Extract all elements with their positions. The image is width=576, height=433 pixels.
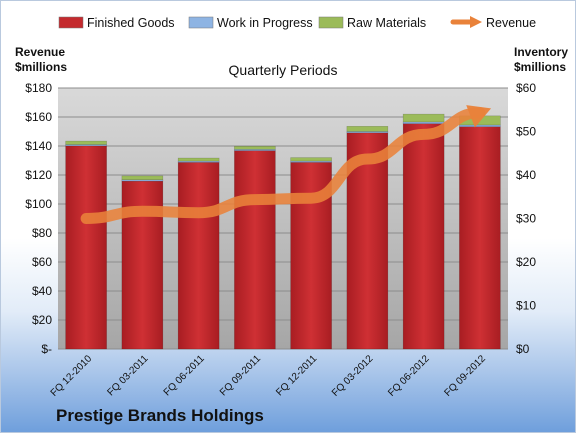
bar-raw-materials — [290, 157, 332, 162]
bar-work-in-progress — [402, 121, 445, 124]
bar-raw-materials — [234, 146, 276, 150]
legend-label: Finished Goods — [87, 16, 175, 30]
bar-finished-goods — [65, 145, 107, 350]
bar-work-in-progress — [121, 179, 164, 182]
legend: Finished Goods Work in Progress Raw Materi… — [58, 16, 536, 30]
legend-label: Revenue — [486, 16, 536, 30]
left-tick-label: $20 — [32, 313, 52, 327]
x-tick-label: FQ 03-2011 — [106, 353, 151, 398]
right-tick-label: $60 — [516, 81, 536, 95]
bar-finished-goods — [459, 126, 501, 350]
bar-raw-materials — [346, 126, 389, 132]
company-name: Prestige Brands Holdings — [56, 406, 264, 425]
chart-subtitle: Quarterly Periods — [229, 62, 338, 78]
bar-finished-goods — [234, 150, 276, 350]
right-tick-label: $0 — [516, 342, 530, 356]
legend-swatch-2 — [318, 16, 344, 29]
x-tick-label: FQ 09-2011 — [218, 353, 263, 398]
left-tick-label: $100 — [25, 197, 52, 211]
chart-titles: Revenue$millionsInventory$millionsQuarte… — [15, 45, 568, 78]
revenue-line — [80, 105, 492, 224]
x-tick-label: FQ 06-2011 — [162, 353, 207, 398]
left-axis: $- $20 $40 $60 $80 $100 $120 $140 $160 $180 — [25, 81, 52, 356]
right-axis: $0 $10 $20 $30 $40 $50 $60 — [516, 81, 536, 356]
x-tick-label: FQ 06-2012 — [386, 353, 432, 399]
right-tick-label: $20 — [516, 255, 536, 269]
revenue-arrowhead — [466, 105, 492, 128]
left-tick-label: $140 — [25, 139, 52, 153]
right-tick-label: $50 — [516, 125, 536, 139]
right-tick-label: $40 — [516, 168, 536, 182]
legend-label: Raw Materials — [347, 16, 426, 30]
legend-revenue-arrow — [470, 16, 482, 28]
legend-label: Work in Progress — [217, 16, 313, 30]
x-tick-label: FQ 09-2012 — [442, 353, 488, 399]
left-axis-title: Revenue — [15, 45, 65, 59]
bar-work-in-progress — [459, 124, 501, 127]
bar-raw-materials — [402, 113, 445, 123]
right-axis-title: Inventory — [514, 45, 568, 59]
x-tick-label: FQ 12-2011 — [274, 353, 319, 398]
bar-finished-goods — [402, 123, 445, 350]
left-tick-label: $40 — [32, 284, 52, 298]
left-tick-label: $120 — [25, 168, 52, 182]
left-tick-label: $60 — [32, 255, 52, 269]
legend-swatch-1 — [188, 16, 214, 29]
left-tick-label: $180 — [25, 81, 52, 95]
left-tick-label: $160 — [25, 110, 52, 124]
left-tick-label: $80 — [32, 226, 52, 240]
x-tick-label: FQ 12-2010 — [49, 353, 95, 399]
bar-raw-materials — [121, 175, 164, 181]
bar-raw-materials — [177, 157, 220, 162]
left-axis-unit: $millions — [15, 60, 67, 74]
bar-finished-goods — [177, 162, 220, 350]
bar-raw-materials — [65, 140, 107, 145]
left-tick-label: $- — [41, 342, 52, 356]
x-axis: FQ 12-2010 FQ 03-2011 FQ 06-2011 FQ 09-2011… — [49, 353, 489, 399]
x-tick-label: FQ 03-2012 — [330, 353, 376, 399]
right-tick-label: $10 — [516, 299, 536, 313]
bar-work-in-progress — [234, 149, 276, 151]
right-tick-label: $30 — [516, 212, 536, 226]
legend-swatch-0 — [58, 16, 84, 29]
right-axis-unit: $millions — [514, 60, 566, 74]
revenue-series-line — [80, 107, 486, 224]
